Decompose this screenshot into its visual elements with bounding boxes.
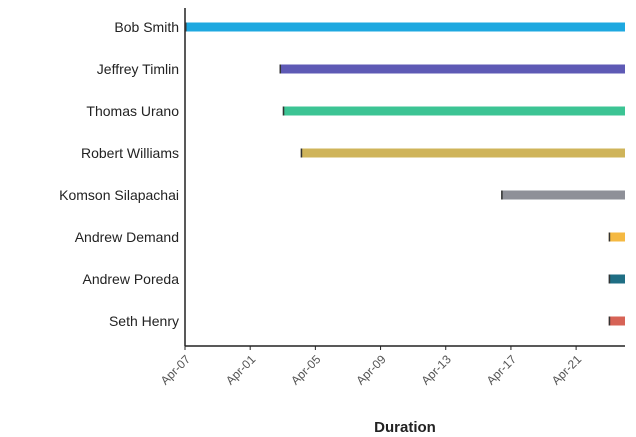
category-label: Robert Williams xyxy=(81,145,179,161)
x-tick-label: Apr-21 xyxy=(549,352,585,388)
x-tick-label: Apr-07 xyxy=(158,352,194,388)
category-label: Komson Silapachai xyxy=(59,187,179,203)
bar-jeffrey-timlin xyxy=(279,64,625,74)
x-tick-label: Apr-01 xyxy=(223,352,259,388)
x-tick-label: Apr-05 xyxy=(288,352,324,388)
category-label: Jeffrey Timlin xyxy=(97,61,179,77)
x-tick-labels: Apr-07 Apr-01 Apr-05 Apr-09 Apr-13 Apr-17 Apr-… xyxy=(158,346,585,388)
category-label: Andrew Poreda xyxy=(82,271,179,287)
bar-seth-henry xyxy=(608,316,625,326)
bar-start-cap xyxy=(501,190,503,200)
category-labels: Bob Smith Jeffrey Timlin Thomas Urano Rober… xyxy=(59,19,179,329)
bar-start-cap xyxy=(279,64,282,74)
category-label: Bob Smith xyxy=(114,19,179,35)
bar-andrew-demand xyxy=(608,232,625,242)
bar-start-cap xyxy=(282,106,285,116)
x-axis-title: Duration xyxy=(374,419,436,436)
category-label: Andrew Demand xyxy=(75,229,179,245)
bars-layer xyxy=(185,22,625,326)
bar-thomas-urano xyxy=(282,106,625,116)
chart-axes xyxy=(184,8,625,347)
x-tick-label: Apr-17 xyxy=(484,352,520,388)
category-label: Seth Henry xyxy=(109,313,179,329)
bar-bob-smith xyxy=(185,22,625,32)
category-label: Thomas Urano xyxy=(86,103,179,119)
bar-start-cap xyxy=(608,274,611,284)
bar-start-cap xyxy=(608,316,611,326)
bar-andrew-poreda xyxy=(608,274,625,284)
bar-start-cap xyxy=(608,232,611,242)
x-tick-label: Apr-13 xyxy=(418,352,454,388)
bar-robert-williams xyxy=(300,148,625,158)
bar-komson-silapachai xyxy=(501,190,625,200)
x-tick-label: Apr-09 xyxy=(353,352,389,388)
bar-start-cap xyxy=(185,22,187,32)
bar-start-cap xyxy=(300,148,303,158)
